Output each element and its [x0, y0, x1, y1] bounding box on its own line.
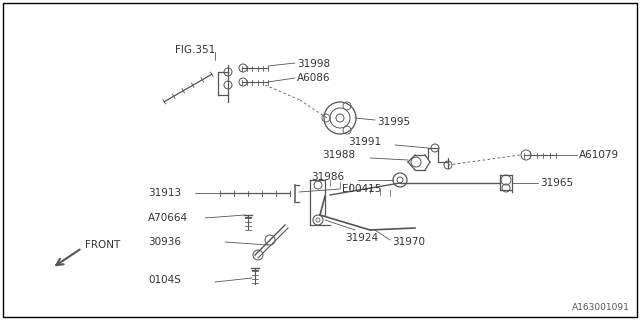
- Text: A6086: A6086: [297, 73, 330, 83]
- Text: A70664: A70664: [148, 213, 188, 223]
- Text: 30936: 30936: [148, 237, 181, 247]
- Text: 31970: 31970: [392, 237, 425, 247]
- Text: 31991: 31991: [348, 137, 381, 147]
- Text: 31986: 31986: [311, 172, 344, 182]
- Text: 31995: 31995: [377, 117, 410, 127]
- Text: A61079: A61079: [579, 150, 619, 160]
- Text: 0104S: 0104S: [148, 275, 181, 285]
- Text: 31965: 31965: [540, 178, 573, 188]
- Text: A163001091: A163001091: [572, 303, 630, 312]
- Text: 31913: 31913: [148, 188, 181, 198]
- Text: E00415: E00415: [342, 184, 381, 194]
- Text: FIG.351: FIG.351: [175, 45, 215, 55]
- Text: FRONT: FRONT: [85, 240, 120, 250]
- Text: 31998: 31998: [297, 59, 330, 69]
- Text: 31924: 31924: [345, 233, 378, 243]
- Text: 31988: 31988: [322, 150, 355, 160]
